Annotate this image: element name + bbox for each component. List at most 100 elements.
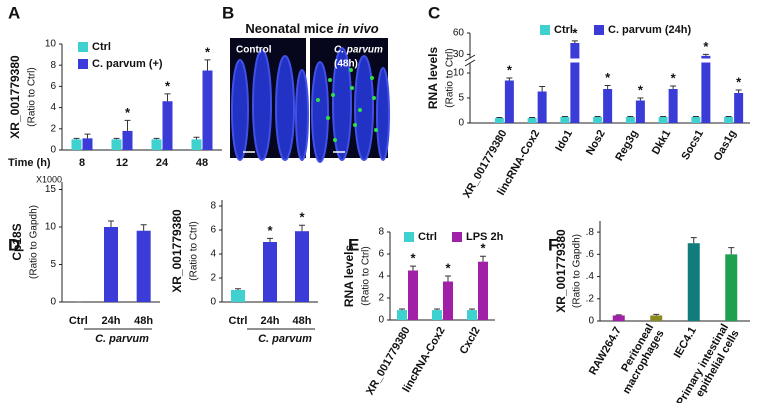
error-bar [615,314,622,316]
y-tick-label: 15 [45,184,57,195]
bar [432,310,442,320]
villi [231,47,390,163]
error-bar [140,224,147,231]
legend-swatch [594,25,604,35]
x-tick-label: Ido1 [553,128,575,154]
y-tick-label: 10 [453,68,465,79]
error-bar [529,117,536,118]
y-tick-label: 5 [50,259,56,270]
bar [658,117,668,123]
label-line: 48 [196,157,208,169]
panel-letter: E [348,235,359,254]
x-tick-label: 12 [116,157,128,169]
group-label: C. parvum [258,333,312,345]
panel-letter: C [428,3,440,22]
bar [725,254,738,321]
y-tick-label: 0 [50,297,56,308]
error-bar [445,275,451,282]
y-tick-label: 60 [453,28,465,39]
significance: * [205,44,211,59]
error-bar [193,136,200,140]
significance: * [703,39,709,54]
bar [295,231,309,302]
x-tick-label: Ctrl [69,315,88,327]
significance: * [572,25,578,40]
y-axis-title: RNA levels [342,245,356,308]
bar [504,80,514,123]
y-tick-label: .6 [586,249,595,260]
x-tick-label: 48h [134,315,153,327]
label-line: Ido1 [553,128,575,154]
legend-label: Ctrl [92,41,111,53]
bar [111,139,122,150]
y-tick-label: 6 [50,81,56,92]
y-tick-label: 30 [453,49,465,60]
error-bar [496,117,503,118]
x-tick-label: 24h [102,315,121,327]
label-line: Socs1 [679,128,706,162]
y-axis-title: XR_001779380 [8,55,22,139]
legend-swatch [540,25,550,35]
y-tick-label: 5 [458,93,464,104]
significance: * [410,251,416,266]
significance: * [736,74,742,89]
y-tick-label: 2 [378,293,384,304]
y-axis-subtitle: (Ratio to Gapdh) [572,234,583,308]
error-bar [267,237,273,242]
bar [650,315,663,321]
y-tick-label: 6 [210,225,216,236]
significance: * [507,62,513,77]
y-tick-label: 4 [50,102,56,113]
y-tick-label: 8 [210,201,216,212]
error-bar [692,116,699,117]
y-tick-label: 4 [210,249,216,260]
legend-swatch [78,59,88,69]
bar [603,89,613,123]
significance: * [480,241,486,256]
image-label: Control [236,45,272,56]
axis-break [464,58,750,63]
label-line: Oas1g [712,128,739,163]
x-axis-title: Time (h) [8,157,51,169]
y-tick-label: 0 [458,118,464,129]
error-bar [728,247,735,255]
error-bar [660,116,667,117]
panel-letter: B [222,3,234,22]
legend-label: Ctrl [418,231,437,243]
bar [593,117,603,123]
label-line: IEC4.1 [672,325,699,360]
y-tick-label: 10 [45,222,57,233]
image-title: Neonatal mice in vivo [245,21,378,36]
bar [734,93,744,123]
bar [668,89,678,123]
label-line: Reg3g [613,128,640,163]
error-bar [164,93,171,102]
scale-note: X1000 [36,174,62,184]
bar [635,100,645,123]
label-line: 48h [293,315,312,327]
significance: * [638,82,644,97]
x-tick-label: Reg3g [613,128,640,163]
label-line: 12 [116,157,128,169]
label-line: Nos2 [584,128,608,157]
legend-label: C. parvum (+) [92,58,163,70]
x-tick-label: IEC4.1 [672,325,699,360]
label-line: Ctrl [229,315,248,327]
label-line: 24h [261,315,280,327]
panel-letter: A [8,3,20,22]
error-bar [469,308,475,311]
error-bar [204,59,211,71]
bar [104,227,118,302]
x-tick-label: 8 [79,157,85,169]
legend-swatch [452,232,462,242]
legend-label: C. parvum (24h) [608,24,691,36]
error-bar [571,40,578,43]
bar [560,117,570,123]
bar [724,117,734,123]
x-tick-label: 24h [261,315,280,327]
bar [687,243,700,321]
title-italic: in vivo [337,21,378,36]
error-bar [399,308,405,311]
y-tick-label: 2 [50,123,56,134]
